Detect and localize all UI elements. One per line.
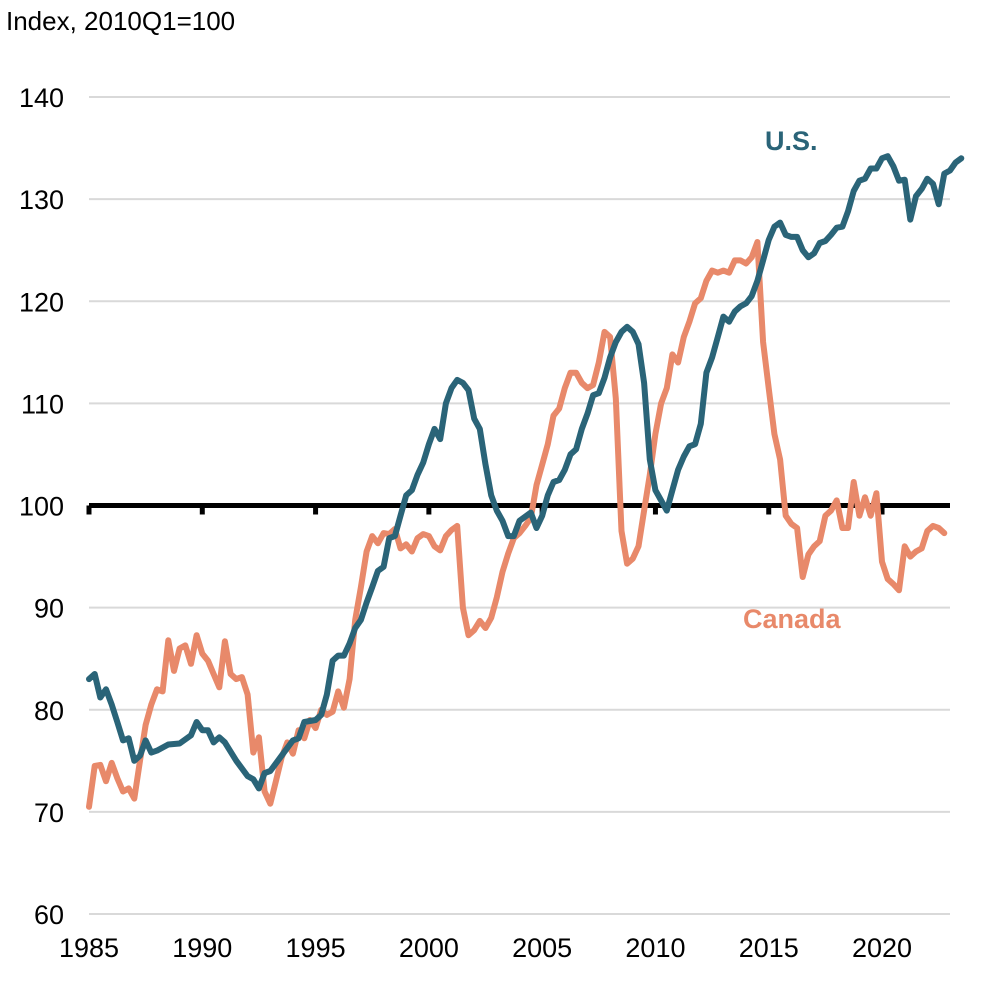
y-tick-label-110: 110: [21, 389, 64, 419]
y-tick-label-140: 140: [19, 83, 64, 113]
y-tick-label-120: 120: [19, 287, 64, 317]
x-tick-label-2000: 2000: [399, 933, 459, 963]
y-tick-label-60: 60: [34, 900, 64, 930]
series-label-us: U.S.: [765, 126, 818, 156]
series-line-us: [86, 153, 965, 792]
y-tick-label-70: 70: [34, 798, 64, 828]
x-tick-label-1995: 1995: [286, 933, 346, 963]
x-tick-label-1985: 1985: [59, 933, 119, 963]
x-axis-labels: 1985 1990 1995 2000 2005 2010 2015 2020: [59, 933, 912, 963]
gridlines: [89, 96, 950, 915]
x-tick-label-2005: 2005: [512, 933, 572, 963]
x-tick-label-2020: 2020: [852, 933, 912, 963]
x-tick-label-2010: 2010: [625, 933, 685, 963]
x-tick-label-1990: 1990: [172, 933, 232, 963]
series-lines: [86, 153, 965, 810]
y-tick-label-90: 90: [34, 594, 64, 624]
x-tick-label-2015: 2015: [739, 933, 799, 963]
y-axis-labels: 60 70 80 90 100 110 120 130 140: [19, 83, 64, 930]
y-tick-label-100: 100: [19, 492, 64, 522]
reference-line-group: [86, 503, 950, 515]
y-tick-label-130: 130: [19, 185, 64, 215]
unit-label: Index, 2010Q1=100: [6, 6, 235, 36]
y-tick-label-80: 80: [34, 696, 64, 726]
series-label-canada: Canada: [743, 604, 842, 634]
